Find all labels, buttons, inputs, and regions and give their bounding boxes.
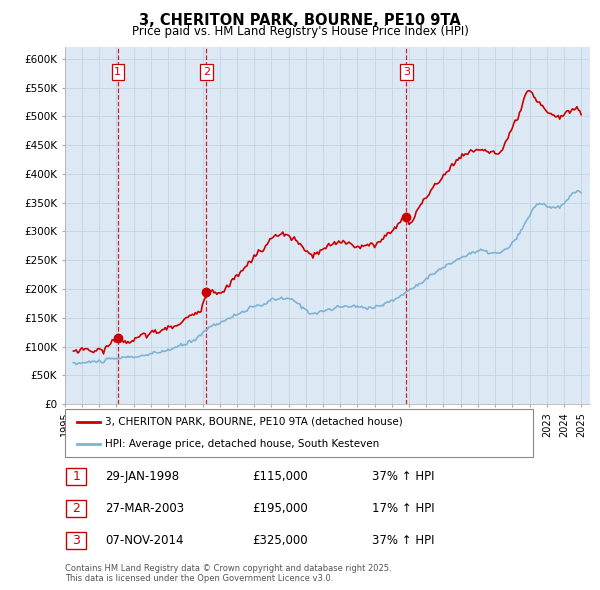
FancyBboxPatch shape — [66, 500, 86, 517]
Text: 3, CHERITON PARK, BOURNE, PE10 9TA: 3, CHERITON PARK, BOURNE, PE10 9TA — [139, 13, 461, 28]
Text: 1: 1 — [72, 470, 80, 483]
Text: 37% ↑ HPI: 37% ↑ HPI — [372, 535, 434, 548]
Text: £195,000: £195,000 — [252, 502, 308, 515]
Text: 27-MAR-2003: 27-MAR-2003 — [105, 502, 184, 515]
FancyBboxPatch shape — [66, 532, 86, 549]
Text: 3, CHERITON PARK, BOURNE, PE10 9TA (detached house): 3, CHERITON PARK, BOURNE, PE10 9TA (deta… — [104, 417, 403, 427]
Text: Contains HM Land Registry data © Crown copyright and database right 2025.
This d: Contains HM Land Registry data © Crown c… — [65, 563, 391, 583]
Text: 3: 3 — [72, 535, 80, 548]
Text: HPI: Average price, detached house, South Kesteven: HPI: Average price, detached house, Sout… — [104, 439, 379, 449]
Text: £115,000: £115,000 — [252, 470, 308, 483]
Text: 07-NOV-2014: 07-NOV-2014 — [105, 535, 184, 548]
FancyBboxPatch shape — [65, 409, 533, 457]
Text: 2: 2 — [203, 67, 210, 77]
FancyBboxPatch shape — [66, 468, 86, 486]
Text: 2: 2 — [72, 502, 80, 515]
Text: 17% ↑ HPI: 17% ↑ HPI — [372, 502, 434, 515]
Text: 3: 3 — [403, 67, 410, 77]
Text: 1: 1 — [115, 67, 121, 77]
Text: £325,000: £325,000 — [252, 535, 308, 548]
Text: 29-JAN-1998: 29-JAN-1998 — [105, 470, 179, 483]
Text: Price paid vs. HM Land Registry's House Price Index (HPI): Price paid vs. HM Land Registry's House … — [131, 25, 469, 38]
Text: 37% ↑ HPI: 37% ↑ HPI — [372, 470, 434, 483]
